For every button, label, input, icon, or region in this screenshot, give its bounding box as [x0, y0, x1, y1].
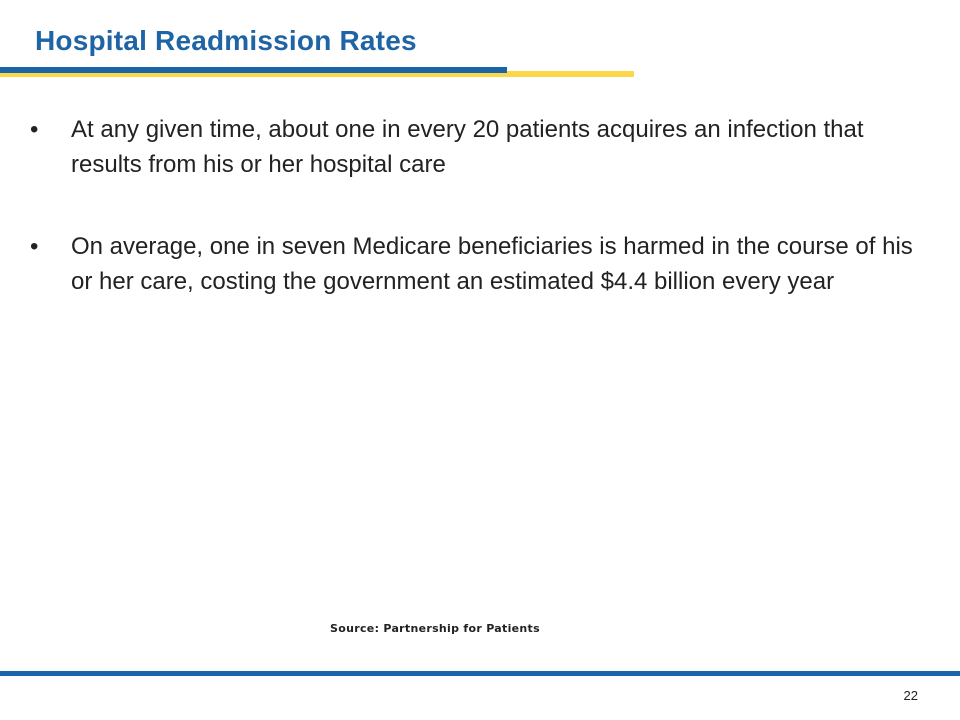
slide-title: Hospital Readmission Rates [35, 25, 417, 56]
page-number: 22 [903, 688, 918, 703]
bullet-list: • At any given time, about one in every … [28, 112, 928, 346]
bullet-text: At any given time, about one in every 20… [71, 116, 864, 178]
bullet-marker: • [30, 116, 39, 143]
bullet-item: • At any given time, about one in every … [28, 112, 928, 182]
title-underline-blue [0, 67, 507, 73]
title-underline-yellow-extension [507, 71, 634, 77]
bullet-item: • On average, one in seven Medicare bene… [28, 229, 928, 299]
bullet-marker: • [30, 233, 39, 260]
source-citation: Source: Partnership for Patients [330, 622, 540, 635]
title-underline-yellow [0, 73, 507, 77]
footer-rule [0, 671, 960, 676]
bullet-text: On average, one in seven Medicare benefi… [71, 233, 913, 295]
